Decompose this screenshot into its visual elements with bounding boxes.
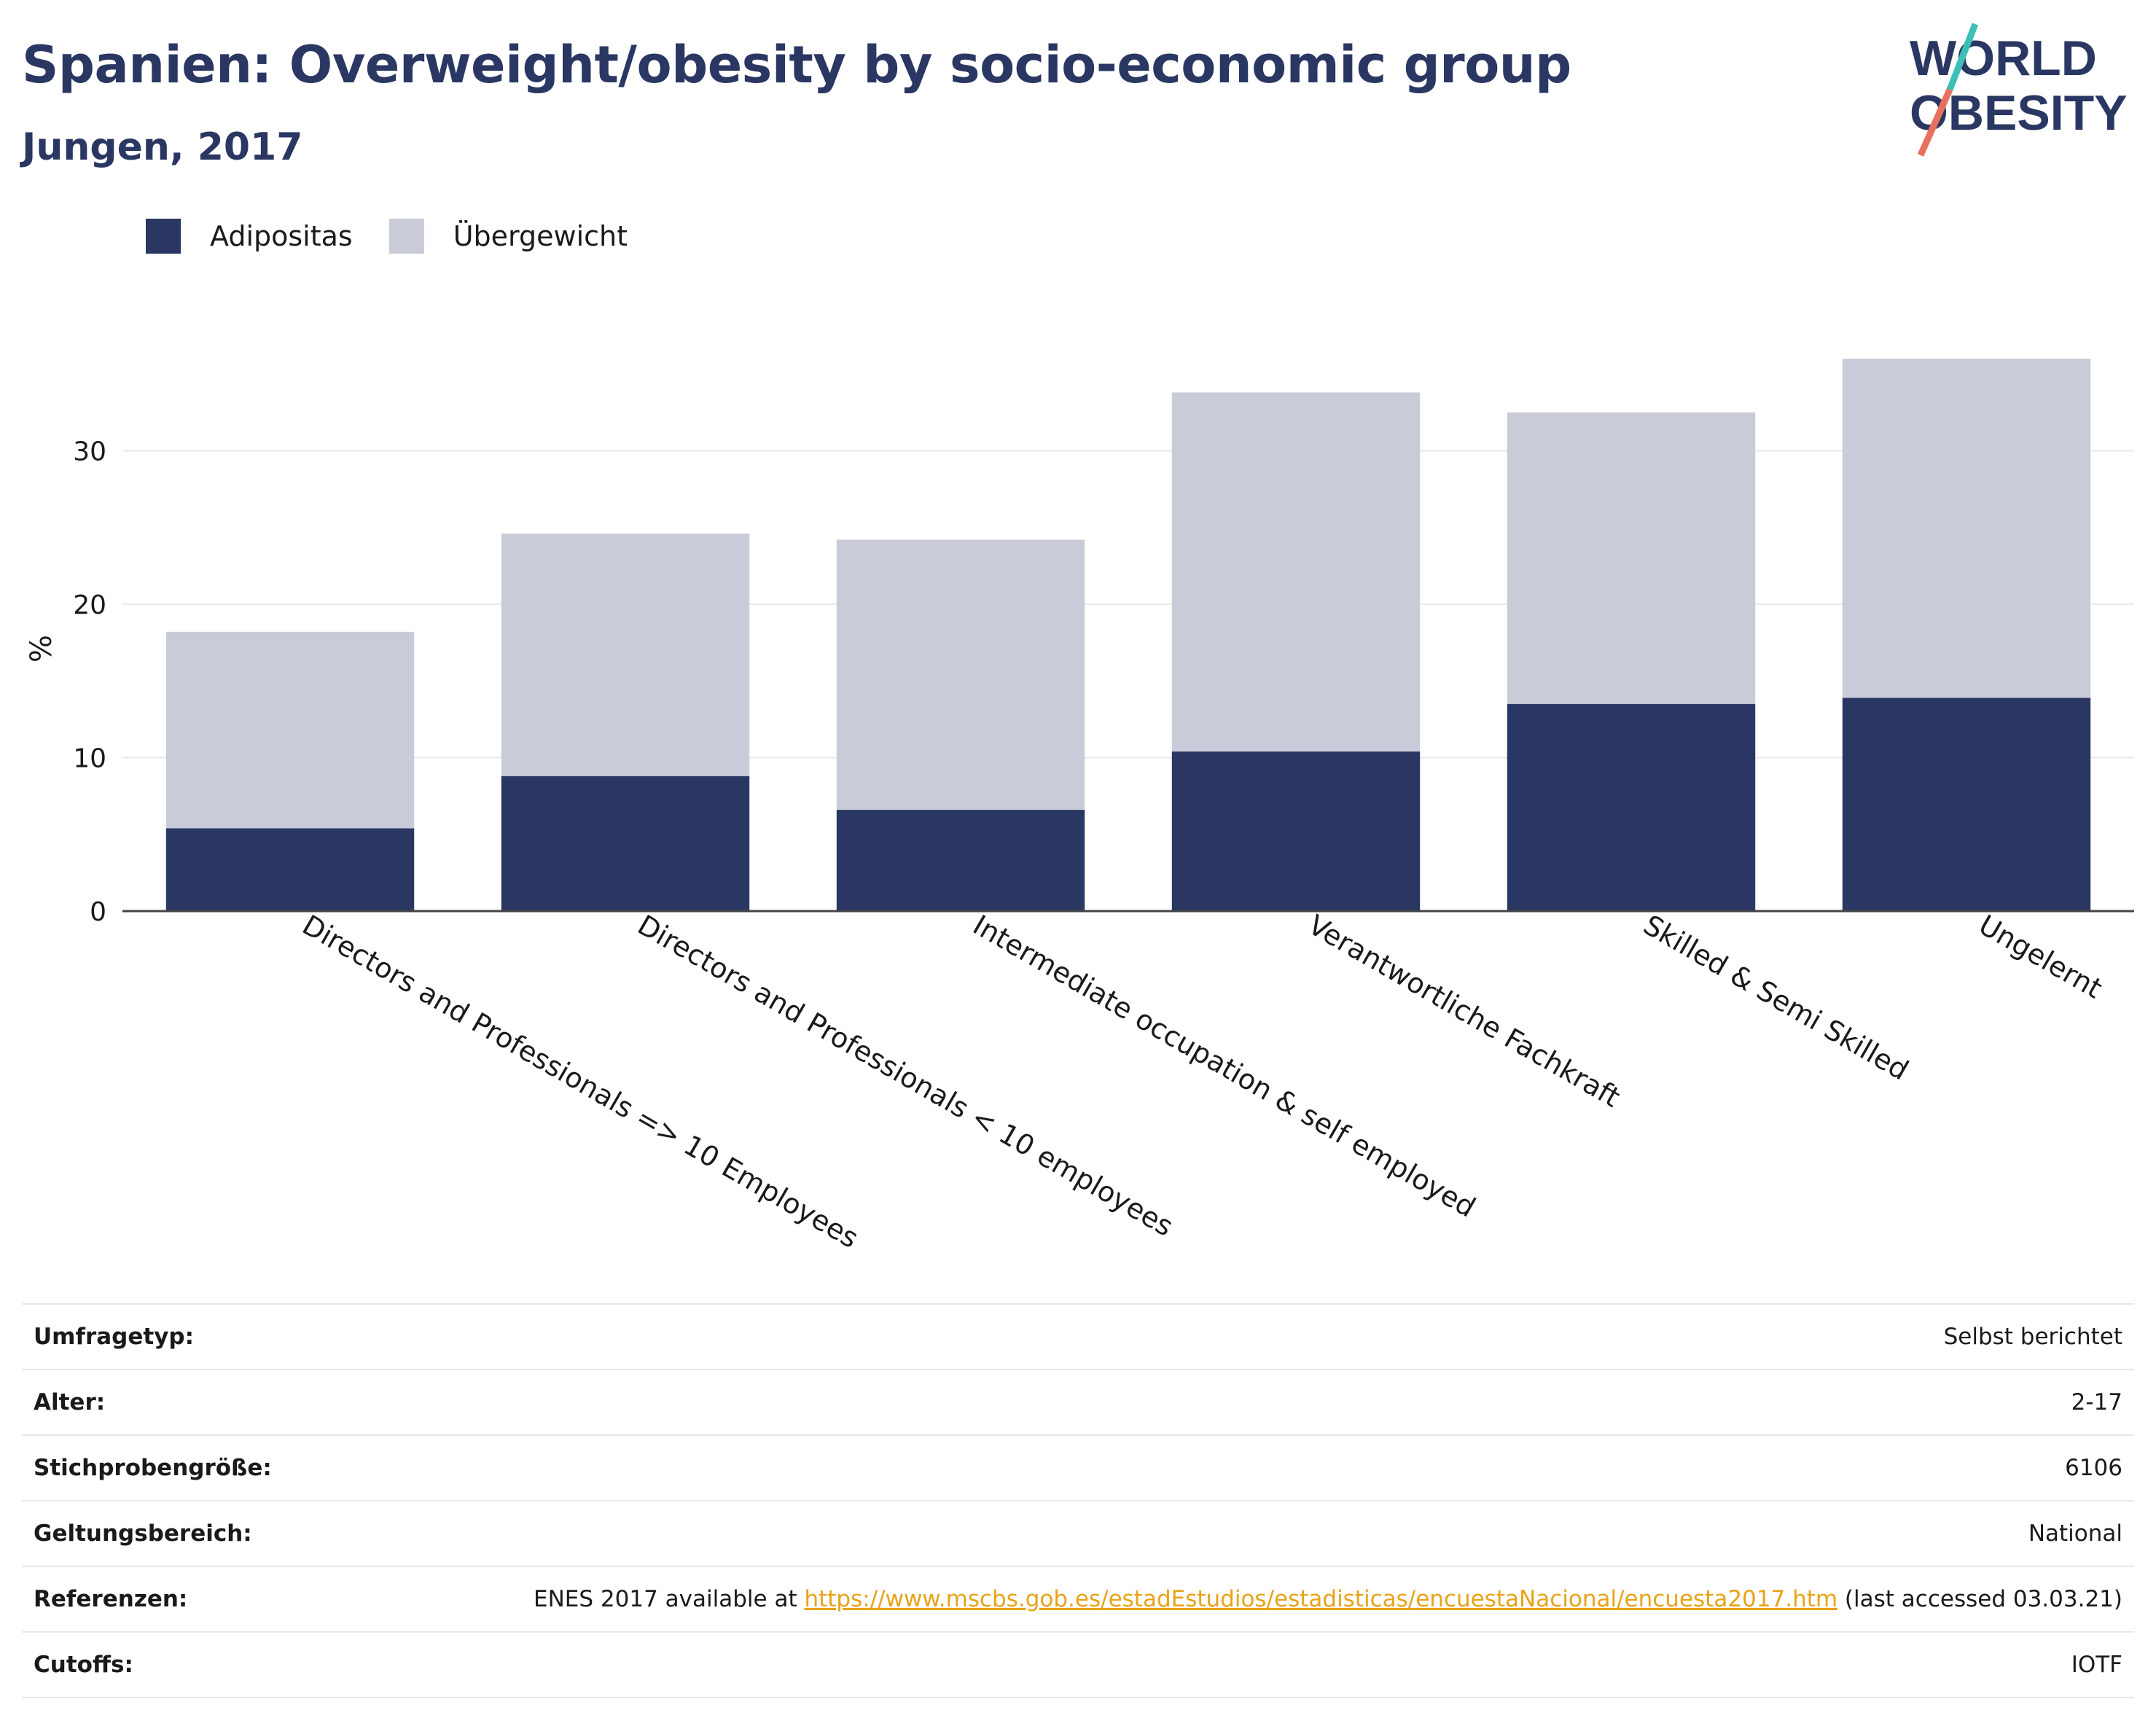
info-value: 2-17 (2071, 1389, 2122, 1415)
bar-uebergewicht (1507, 412, 1756, 704)
bar-adipositas (1171, 751, 1421, 911)
chart-title: Spanien: Overweight/obesity by socio-eco… (22, 35, 1571, 95)
info-value: IOTF (2071, 1652, 2122, 1678)
bar-adipositas (501, 776, 750, 911)
info-value: ENES 2017 available at https://www.mscbs… (316, 1566, 2134, 1632)
info-key: Cutoffs: (34, 1652, 133, 1678)
info-key: Geltungsbereich: (34, 1520, 252, 1547)
bar-uebergewicht (1171, 392, 1421, 752)
info-key: Alter: (34, 1389, 106, 1415)
x-tick-label: Verantwortliche Fachkraft (1303, 909, 1626, 1114)
info-row: Referenzen: ENES 2017 available at https… (22, 1566, 2134, 1632)
bar-uebergewicht (165, 631, 415, 829)
info-row: Umfragetyp: Selbst berichtet (22, 1304, 2134, 1370)
world-obesity-logo: WORLD OBESITY (1910, 23, 2128, 157)
info-value: Selbst berichtet (1943, 1324, 2122, 1350)
x-tick-label: Directors and Professionals < 10 employe… (633, 909, 1179, 1243)
x-tick-label: Directors and Professionals => 10 Employ… (297, 909, 864, 1254)
svg-text:WORLD: WORLD (1910, 31, 2097, 86)
legend-item-uebergewicht[interactable]: Übergewicht (388, 219, 628, 254)
legend-label-adipositas: Adipositas (210, 220, 353, 252)
bar-adipositas (836, 810, 1085, 911)
y-tick-label: 0 (90, 897, 106, 927)
chart-subtitle: Jungen, 2017 (22, 125, 303, 169)
bar-uebergewicht (836, 539, 1085, 811)
x-tick-label: Intermediate occupation & self employed (968, 909, 1481, 1224)
info-row: Alter: 2-17 (22, 1370, 2134, 1435)
info-row: Stichprobengröße: 6106 (22, 1435, 2134, 1501)
survey-info-table: Umfragetyp: Selbst berichtet Alter: 2-17… (22, 1303, 2134, 1698)
bar-adipositas (1842, 698, 2091, 911)
info-value: National (2028, 1520, 2122, 1547)
chart-legend: Adipositas Übergewicht (146, 219, 664, 254)
y-tick-label: 30 (73, 437, 106, 466)
bar-adipositas (1507, 703, 1756, 911)
x-tick-label: Ungelernt (1974, 909, 2108, 1005)
info-row: Cutoffs: IOTF (22, 1632, 2134, 1698)
y-tick-label: 20 (73, 590, 106, 620)
y-axis-label: % (25, 635, 58, 663)
info-key: Referenzen: (34, 1586, 188, 1612)
legend-item-adipositas[interactable]: Adipositas (146, 219, 353, 254)
info-row: Geltungsbereich: National (22, 1501, 2134, 1566)
info-value: 6106 (2065, 1455, 2122, 1481)
reference-prefix: ENES 2017 available at (534, 1586, 805, 1612)
reference-link[interactable]: https://www.mscbs.gob.es/estadEstudios/e… (804, 1586, 1838, 1612)
bar-uebergewicht (1842, 359, 2091, 698)
info-key: Umfragetyp: (34, 1324, 194, 1350)
y-tick-label: 10 (73, 743, 106, 773)
reference-suffix: (last accessed 03.03.21) (1837, 1586, 2122, 1612)
legend-label-uebergewicht: Übergewicht (453, 220, 628, 252)
x-tick-label: Skilled & Semi Skilled (1639, 909, 1914, 1087)
legend-swatch-adipositas (146, 219, 181, 254)
bar-adipositas (165, 828, 415, 911)
info-key: Stichprobengröße: (34, 1455, 272, 1481)
bar-uebergewicht (501, 534, 750, 776)
legend-swatch-uebergewicht (388, 219, 424, 254)
stacked-bar-chart: 0 10 20 30% Directors and Professionals => 1… (25, 359, 2134, 1254)
